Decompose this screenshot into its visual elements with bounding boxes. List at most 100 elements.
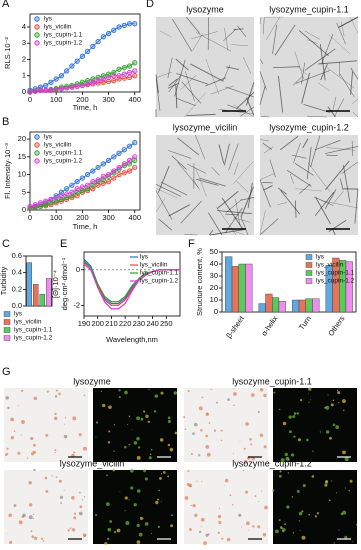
- fiber: [310, 135, 321, 168]
- series-line: [83, 263, 180, 310]
- particle: [118, 389, 121, 392]
- bar: [46, 278, 52, 307]
- particle: [308, 513, 311, 516]
- particle: [142, 518, 144, 520]
- particle: [310, 399, 311, 401]
- particle: [220, 439, 223, 442]
- particle: [242, 469, 245, 472]
- x-tick-label: 220: [119, 319, 132, 328]
- particle: [205, 434, 209, 438]
- fiber: [210, 85, 234, 95]
- particle: [136, 416, 140, 421]
- fiber: [175, 84, 178, 109]
- particle: [54, 452, 56, 454]
- y-tick-label: 50: [210, 247, 218, 256]
- particle: [342, 409, 345, 412]
- data-point: [53, 86, 59, 93]
- particle: [136, 523, 140, 528]
- fiber: [294, 163, 314, 176]
- y-tick-label: 0.2: [12, 284, 22, 293]
- fiber: [265, 16, 280, 41]
- data-point: [116, 150, 122, 156]
- fiber: [259, 85, 266, 105]
- fiber: [263, 16, 265, 35]
- particle: [293, 435, 296, 438]
- particle: [227, 398, 230, 401]
- micrograph-title: lysozyme: [186, 4, 224, 14]
- particle: [33, 536, 38, 540]
- fiber: [211, 166, 220, 176]
- fiber: [286, 170, 312, 187]
- fiber: [196, 178, 219, 186]
- particle: [223, 485, 225, 487]
- particle: [54, 449, 57, 452]
- micrograph-texture: [272, 470, 358, 544]
- data-point: [58, 86, 65, 92]
- y-tick-label: 20: [210, 283, 218, 292]
- particle: [342, 510, 347, 515]
- particle: [324, 406, 327, 409]
- particle: [7, 406, 10, 410]
- particle: [124, 445, 127, 449]
- particle: [17, 451, 21, 455]
- particle: [171, 514, 173, 517]
- data-point: [27, 205, 33, 211]
- particle: [42, 539, 45, 542]
- fiber: [218, 144, 225, 164]
- particle: [292, 532, 295, 534]
- fiber: [328, 34, 351, 54]
- legend-swatch: [34, 150, 40, 156]
- bar: [39, 294, 45, 307]
- fiber: [259, 210, 266, 234]
- fiber: [242, 57, 252, 74]
- data-point: [53, 198, 59, 204]
- particle: [306, 438, 309, 442]
- data-point: [74, 193, 80, 199]
- particle: [137, 489, 141, 493]
- particle: [200, 429, 203, 432]
- particle: [104, 542, 108, 546]
- panel-letter: F: [188, 238, 195, 250]
- legend-label: lys_vicilin: [14, 319, 42, 326]
- fiber: [192, 178, 201, 191]
- fiber: [259, 139, 269, 142]
- particle: [184, 428, 187, 431]
- data-point: [85, 182, 91, 188]
- plot-frame: [29, 131, 141, 211]
- fiber: [235, 198, 241, 225]
- y-tick-label: 10: [210, 295, 218, 304]
- particle: [189, 485, 192, 487]
- particle: [73, 451, 76, 454]
- particle: [112, 468, 116, 472]
- particle: [299, 529, 301, 531]
- y-tick-label: 0: [22, 87, 26, 96]
- fiber: [184, 92, 206, 118]
- data-point: [116, 24, 122, 30]
- particle: [108, 430, 111, 433]
- particle: [160, 391, 164, 395]
- particle: [338, 401, 340, 404]
- fiber: [205, 59, 220, 95]
- particle: [293, 412, 297, 415]
- particle: [174, 431, 178, 435]
- fiber: [223, 143, 230, 166]
- bar: [278, 301, 286, 313]
- data-point: [132, 164, 138, 171]
- particle: [324, 483, 328, 487]
- data-point: [111, 27, 117, 33]
- data-point: [132, 154, 138, 160]
- particle: [301, 510, 304, 513]
- legend-label: lys: [140, 254, 149, 261]
- particle: [206, 452, 211, 457]
- particle: [33, 443, 36, 447]
- particle: [59, 459, 61, 462]
- data-point: [58, 73, 65, 79]
- particle: [325, 405, 330, 410]
- fiber: [341, 21, 345, 37]
- micrograph: [273, 470, 357, 544]
- particle: [128, 499, 130, 501]
- particle: [6, 447, 9, 450]
- data-point: [105, 74, 112, 80]
- data-point: [121, 22, 127, 28]
